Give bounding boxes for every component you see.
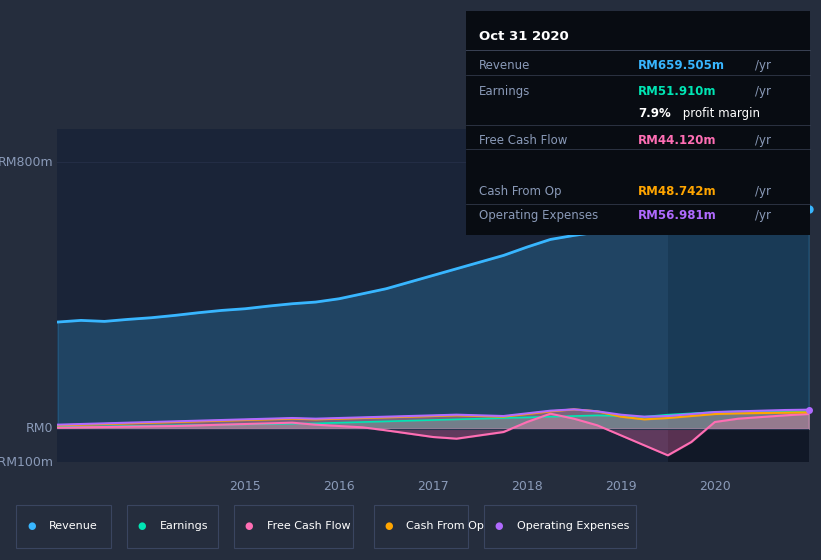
Text: 2015: 2015 bbox=[229, 480, 261, 493]
Text: -RM100m: -RM100m bbox=[0, 455, 53, 469]
Text: Free Cash Flow: Free Cash Flow bbox=[479, 134, 567, 147]
Text: Oct 31 2020: Oct 31 2020 bbox=[479, 30, 569, 43]
Text: ●: ● bbox=[384, 521, 392, 531]
Text: RM44.120m: RM44.120m bbox=[638, 134, 717, 147]
Text: Operating Expenses: Operating Expenses bbox=[479, 209, 599, 222]
Text: Revenue: Revenue bbox=[479, 59, 530, 72]
Text: /yr: /yr bbox=[755, 209, 771, 222]
Text: 2017: 2017 bbox=[417, 480, 449, 493]
Text: /yr: /yr bbox=[755, 134, 771, 147]
Bar bbox=[667, 129, 809, 462]
Text: ●: ● bbox=[27, 521, 35, 531]
Text: 7.9%: 7.9% bbox=[638, 107, 671, 120]
Text: 2016: 2016 bbox=[323, 480, 355, 493]
Text: /yr: /yr bbox=[755, 59, 771, 72]
Text: /yr: /yr bbox=[755, 185, 771, 198]
Text: Earnings: Earnings bbox=[160, 521, 209, 531]
Text: RM48.742m: RM48.742m bbox=[638, 185, 717, 198]
Text: Earnings: Earnings bbox=[479, 85, 530, 97]
Text: 2019: 2019 bbox=[605, 480, 637, 493]
Text: RM51.910m: RM51.910m bbox=[638, 85, 717, 97]
Text: profit margin: profit margin bbox=[679, 107, 760, 120]
Text: ●: ● bbox=[138, 521, 146, 531]
Text: 2020: 2020 bbox=[699, 480, 731, 493]
Text: RM800m: RM800m bbox=[0, 156, 53, 169]
Text: Cash From Op: Cash From Op bbox=[406, 521, 484, 531]
Text: ●: ● bbox=[495, 521, 503, 531]
Text: RM56.981m: RM56.981m bbox=[638, 209, 717, 222]
Text: /yr: /yr bbox=[755, 85, 771, 97]
Text: Cash From Op: Cash From Op bbox=[479, 185, 562, 198]
Text: ●: ● bbox=[245, 521, 253, 531]
Text: Revenue: Revenue bbox=[49, 521, 98, 531]
Text: Operating Expenses: Operating Expenses bbox=[517, 521, 630, 531]
Text: RM659.505m: RM659.505m bbox=[638, 59, 725, 72]
Text: RM0: RM0 bbox=[26, 422, 53, 435]
Text: Free Cash Flow: Free Cash Flow bbox=[267, 521, 351, 531]
Text: 2018: 2018 bbox=[511, 480, 543, 493]
